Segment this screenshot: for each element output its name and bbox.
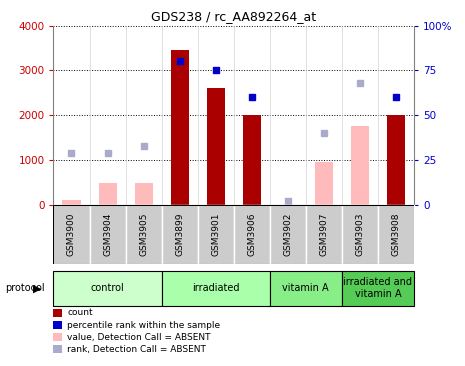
Bar xyxy=(126,205,162,264)
Text: GSM3902: GSM3902 xyxy=(283,213,292,256)
Text: irradiated and
vitamin A: irradiated and vitamin A xyxy=(343,277,412,299)
Title: GDS238 / rc_AA892264_at: GDS238 / rc_AA892264_at xyxy=(151,10,316,23)
Text: control: control xyxy=(91,283,125,293)
Bar xyxy=(53,205,89,264)
Text: vitamin A: vitamin A xyxy=(282,283,329,293)
Bar xyxy=(198,205,233,264)
Text: GSM3901: GSM3901 xyxy=(211,213,220,256)
Bar xyxy=(387,115,405,205)
Text: GSM3900: GSM3900 xyxy=(67,213,76,256)
Text: GSM3903: GSM3903 xyxy=(355,213,364,256)
Bar xyxy=(206,89,225,205)
Text: GSM3908: GSM3908 xyxy=(392,213,400,256)
Text: GSM3899: GSM3899 xyxy=(175,213,184,256)
Bar xyxy=(243,115,261,205)
Bar xyxy=(171,50,189,205)
Bar xyxy=(315,163,333,205)
Bar xyxy=(99,183,117,205)
Text: GSM3906: GSM3906 xyxy=(247,213,256,256)
Text: GSM3904: GSM3904 xyxy=(103,213,112,256)
Text: ▶: ▶ xyxy=(33,283,41,293)
Text: count: count xyxy=(67,309,93,317)
Bar xyxy=(62,201,80,205)
Bar xyxy=(270,205,306,264)
Text: rank, Detection Call = ABSENT: rank, Detection Call = ABSENT xyxy=(67,345,206,354)
Text: protocol: protocol xyxy=(5,283,44,293)
Bar xyxy=(342,205,378,264)
Bar xyxy=(234,205,270,264)
Bar xyxy=(162,271,270,306)
Bar xyxy=(270,271,342,306)
Bar xyxy=(89,205,126,264)
Text: percentile rank within the sample: percentile rank within the sample xyxy=(67,321,220,329)
Bar xyxy=(162,205,198,264)
Bar xyxy=(53,271,162,306)
Bar xyxy=(351,127,369,205)
Text: GSM3907: GSM3907 xyxy=(319,213,328,256)
Bar xyxy=(342,271,414,306)
Text: irradiated: irradiated xyxy=(192,283,239,293)
Text: value, Detection Call = ABSENT: value, Detection Call = ABSENT xyxy=(67,333,211,341)
Bar xyxy=(378,205,414,264)
Text: GSM3905: GSM3905 xyxy=(139,213,148,256)
Bar xyxy=(306,205,342,264)
Bar xyxy=(134,183,153,205)
